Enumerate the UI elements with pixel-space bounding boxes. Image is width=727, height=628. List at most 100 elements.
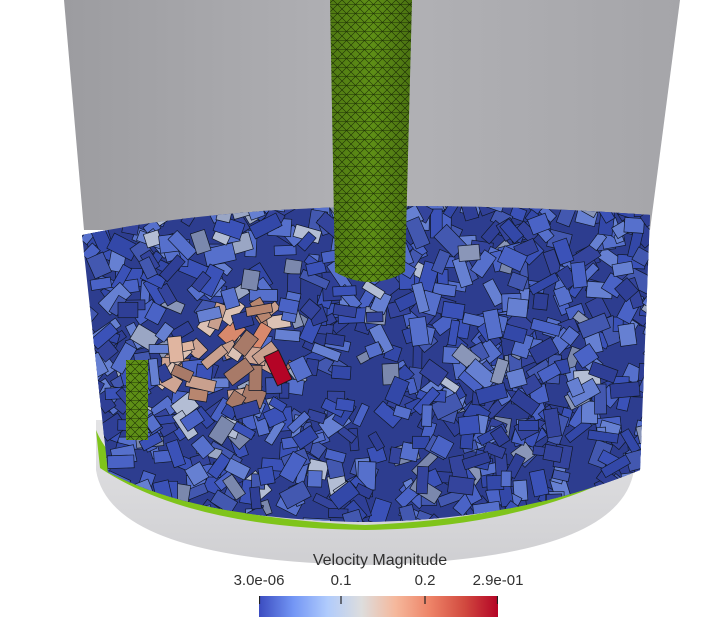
particle-block bbox=[166, 335, 185, 364]
particle-block bbox=[299, 298, 322, 321]
particle-block bbox=[305, 408, 327, 425]
particle-block bbox=[90, 510, 114, 523]
particle-block bbox=[291, 424, 319, 450]
particle-block bbox=[652, 439, 675, 462]
particle-block bbox=[209, 489, 239, 515]
particle-block bbox=[220, 286, 241, 311]
particle-block bbox=[542, 407, 563, 439]
particle-block bbox=[643, 307, 650, 328]
particle-block bbox=[232, 399, 261, 421]
particle-block bbox=[341, 508, 365, 523]
particle-block bbox=[257, 465, 276, 486]
particle-block bbox=[84, 503, 110, 523]
particle-block bbox=[651, 264, 677, 291]
particle-block bbox=[249, 486, 262, 510]
particle-block bbox=[641, 439, 650, 466]
particle-block bbox=[482, 308, 504, 341]
particle-block bbox=[447, 475, 475, 496]
particle-block bbox=[451, 256, 474, 289]
particle-block bbox=[273, 244, 297, 256]
particle-block bbox=[286, 410, 311, 434]
particle-block bbox=[660, 402, 689, 426]
particle-block bbox=[421, 404, 433, 427]
particle-block bbox=[559, 325, 581, 347]
particle-block bbox=[278, 480, 312, 510]
particle-block bbox=[528, 272, 560, 296]
particle-block bbox=[624, 506, 650, 523]
particle-block bbox=[388, 446, 403, 465]
particle-block bbox=[368, 323, 394, 356]
particle-block bbox=[82, 498, 101, 518]
particle-block bbox=[165, 439, 187, 469]
particle-block bbox=[628, 469, 650, 504]
particle-block bbox=[307, 470, 323, 488]
particle-block bbox=[367, 431, 386, 452]
particle-block bbox=[497, 245, 528, 273]
particle-block bbox=[648, 484, 650, 515]
particle-block bbox=[508, 206, 528, 222]
particle-block bbox=[489, 425, 511, 448]
particle-block bbox=[367, 497, 392, 523]
particle-block bbox=[419, 358, 449, 387]
particle-block bbox=[552, 237, 575, 266]
impeller-shaft bbox=[330, 0, 412, 282]
fast-particle bbox=[263, 349, 293, 387]
baffle bbox=[126, 360, 148, 440]
particle-block bbox=[222, 473, 246, 501]
particle-block bbox=[633, 513, 650, 523]
particle-block bbox=[600, 454, 631, 479]
particle-block bbox=[651, 449, 677, 476]
particle-block bbox=[458, 206, 480, 222]
particle-block bbox=[184, 461, 210, 487]
particle-block bbox=[224, 457, 251, 481]
particle-block bbox=[464, 358, 499, 391]
particle-block bbox=[411, 281, 430, 314]
particle-block bbox=[652, 312, 664, 335]
particle-block bbox=[287, 355, 313, 383]
particle-block bbox=[223, 357, 255, 387]
particle-block bbox=[167, 229, 198, 261]
particle-block bbox=[277, 297, 300, 315]
particle-block bbox=[248, 364, 263, 391]
particle-block bbox=[240, 268, 261, 292]
particle-block bbox=[200, 344, 229, 371]
particle-block bbox=[654, 424, 674, 444]
particle-block bbox=[658, 451, 681, 476]
particle-block bbox=[154, 321, 175, 343]
particle-block bbox=[482, 278, 506, 307]
particle-block bbox=[170, 363, 195, 383]
particle-block bbox=[645, 418, 650, 441]
particle-block bbox=[623, 216, 645, 234]
particle-block bbox=[87, 520, 107, 523]
particle-block bbox=[324, 332, 346, 347]
particle-block bbox=[138, 431, 164, 452]
particle-block bbox=[645, 486, 650, 514]
particle-block bbox=[415, 465, 429, 495]
particle-block bbox=[189, 229, 212, 256]
particle-block bbox=[190, 434, 216, 460]
particle-block bbox=[500, 470, 512, 487]
particle-block bbox=[442, 206, 465, 219]
particle-block bbox=[518, 373, 543, 397]
particle-block bbox=[232, 421, 256, 441]
particle-block bbox=[507, 271, 529, 292]
particle-block bbox=[86, 251, 112, 280]
particle-block bbox=[475, 382, 509, 405]
particle-block bbox=[642, 345, 650, 367]
particle-block bbox=[599, 520, 625, 523]
particle-block bbox=[588, 361, 619, 384]
particle-block bbox=[361, 279, 386, 300]
particle-block bbox=[644, 287, 650, 320]
particle-block bbox=[408, 316, 430, 347]
particle-block bbox=[364, 341, 384, 360]
particle-block bbox=[296, 231, 317, 252]
particle-block bbox=[196, 305, 223, 324]
particle-block bbox=[88, 506, 110, 523]
particle-block bbox=[373, 400, 403, 429]
particle-block bbox=[505, 367, 528, 390]
particle-block bbox=[528, 468, 550, 498]
particle-block bbox=[310, 342, 342, 363]
particle-block bbox=[404, 216, 431, 250]
particle-block bbox=[657, 410, 673, 439]
